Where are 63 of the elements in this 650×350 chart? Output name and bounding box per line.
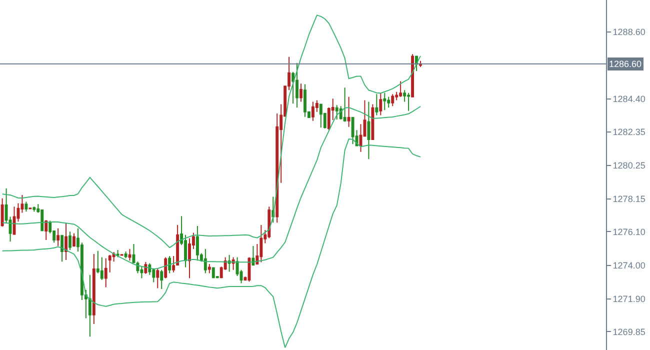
candlestick (196, 225, 199, 262)
line-series (2, 138, 421, 348)
y-tick-label: 1276.10 (612, 226, 646, 237)
candlestick (343, 87, 346, 122)
candlestick (300, 83, 302, 102)
y-tick-label: 1288.60 (612, 27, 646, 38)
y-tick-label: 1274.00 (612, 260, 646, 270)
candlestick (104, 258, 108, 288)
candlestick (407, 92, 410, 112)
candlestick (88, 274, 92, 338)
candlestick (304, 84, 306, 118)
candlestick (387, 96, 390, 108)
candlestick (128, 248, 132, 262)
candlestick (379, 92, 382, 116)
candlestick (399, 80, 402, 98)
candlestick (92, 253, 96, 324)
candlestick (72, 232, 76, 248)
line-series (2, 106, 421, 270)
candlestick (0, 198, 4, 228)
candlestick (56, 228, 60, 246)
candlestick (383, 92, 386, 111)
line-series (2, 14, 421, 248)
candlestick (168, 256, 172, 274)
candlestick (32, 206, 36, 212)
candlestick (212, 266, 215, 279)
candlestick (375, 94, 378, 116)
y-tick-label: 1271.90 (612, 294, 646, 304)
candlestick (411, 54, 414, 98)
y-tick-label: 1284.40 (612, 94, 646, 104)
candlestick (44, 220, 48, 241)
candlestick (12, 206, 16, 236)
y-tick-label: 1278.15 (612, 194, 646, 204)
candlestick (156, 268, 160, 289)
candlestick (124, 251, 128, 259)
candlestick (108, 254, 112, 273)
candlestick (391, 94, 394, 107)
candlestick (64, 222, 68, 261)
candlestick (144, 261, 148, 274)
candlestick (208, 264, 211, 274)
candlestick (164, 256, 168, 279)
candlestick (68, 231, 72, 250)
candlestick (268, 206, 271, 239)
candlestick (351, 116, 354, 145)
candlestick (160, 269, 164, 290)
candlestick (60, 234, 64, 262)
candlestick (367, 101, 370, 160)
candlestick (260, 224, 263, 263)
candlestick (347, 96, 350, 128)
candlestick (228, 254, 231, 272)
candlestick (252, 245, 255, 266)
candlestick (116, 249, 120, 258)
candlestick (24, 201, 28, 212)
y-tick-label: 1269.85 (612, 326, 646, 337)
candlestick (371, 104, 374, 140)
y-tick-label: 1282.35 (612, 127, 646, 137)
candlestick (296, 62, 298, 108)
candlestick (319, 104, 322, 128)
candlestick (292, 71, 295, 104)
candlestick (335, 104, 338, 120)
y-tick-label: 1280.25 (612, 160, 646, 171)
ref-line-label: 1286.60 (609, 59, 642, 69)
candlestick (204, 248, 207, 274)
candlestick (311, 101, 314, 122)
